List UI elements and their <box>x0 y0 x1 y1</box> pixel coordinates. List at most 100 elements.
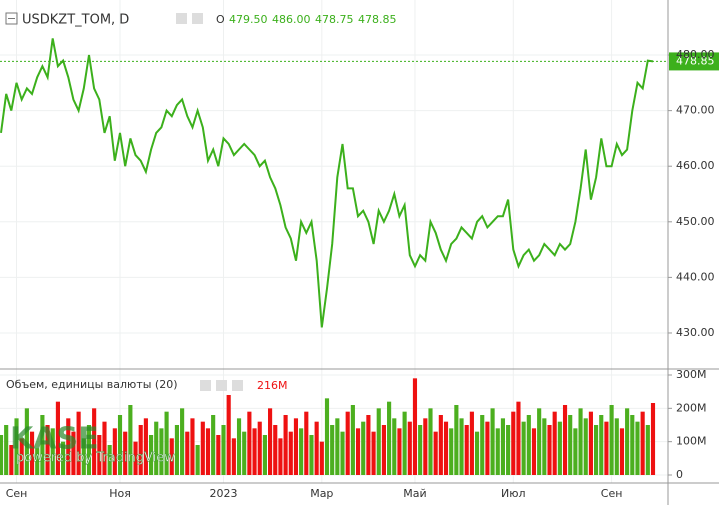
volume-bar <box>273 425 278 475</box>
volume-bar <box>330 425 335 475</box>
volume-bar <box>40 415 45 475</box>
volume-bar <box>174 425 180 475</box>
volume-bar <box>9 445 14 475</box>
volume-title: Объем, единицы валюты (20) <box>6 378 178 391</box>
volume-bar <box>4 425 9 475</box>
volume-bar <box>324 398 330 475</box>
watermark-brand: KASE <box>10 422 99 457</box>
volume-bar <box>138 425 143 475</box>
marks: 478.85 <box>0 38 719 475</box>
volume-bar <box>588 411 593 475</box>
volume-bar <box>392 418 397 475</box>
x-tick-label: Сен <box>6 487 28 500</box>
settings-icon[interactable] <box>216 380 227 391</box>
price-line <box>0 38 654 328</box>
volume-bar <box>645 425 650 475</box>
volume-bar <box>164 411 169 475</box>
eye-icon[interactable] <box>200 380 211 391</box>
volume-bar <box>480 415 485 475</box>
volume-bar <box>45 425 50 475</box>
volume-bar <box>133 441 138 475</box>
volume-bar <box>319 441 324 475</box>
x-tick-label: Сен <box>601 487 623 500</box>
volume-bar <box>630 415 635 475</box>
volume-bar <box>552 411 557 475</box>
volume-bar <box>278 438 283 475</box>
y-tick-label: 480.00 <box>676 48 715 61</box>
volume-last-label: 216M <box>257 379 288 392</box>
x-tick-label: Ноя <box>109 487 131 500</box>
volume-bar <box>650 403 656 475</box>
volume-bar <box>474 431 480 475</box>
collapse-icon[interactable] <box>5 12 18 25</box>
volume-bar <box>464 425 469 475</box>
volume-bar <box>506 425 511 475</box>
close-icon[interactable] <box>232 380 243 391</box>
y-tick-label: 460.00 <box>676 159 715 172</box>
volume-bar <box>500 418 506 475</box>
volume-bar <box>35 448 40 475</box>
volume-bar <box>14 418 19 475</box>
volume-bar <box>257 421 262 475</box>
symbol: USDKZT_TOM, D <box>22 13 129 28</box>
volume-bar <box>423 418 428 475</box>
volume-bar <box>309 435 314 475</box>
volume-bar <box>366 415 371 475</box>
y-tick-label: 100M <box>676 435 707 448</box>
volume-bar <box>640 411 645 475</box>
volume-bar <box>24 408 29 475</box>
volume-bar <box>361 421 366 475</box>
volume-bar <box>97 435 102 475</box>
volume-bar <box>433 431 438 475</box>
volume-bar <box>268 408 273 475</box>
eye-icon[interactable] <box>176 13 187 24</box>
volume-bar <box>454 405 459 475</box>
volume-bar <box>117 415 123 475</box>
volume-bar <box>609 405 614 475</box>
volume-bar <box>547 425 552 475</box>
volume-bar <box>180 408 185 475</box>
settings-icon[interactable] <box>192 13 203 24</box>
volume-bar <box>387 401 392 475</box>
volume-bar <box>619 428 625 475</box>
volume-bar <box>102 421 107 475</box>
close-value: 478.85 <box>358 13 397 26</box>
volume-bar <box>335 418 340 475</box>
volume-bar <box>71 431 76 475</box>
volume-bar <box>81 438 86 475</box>
volume-bar <box>438 415 443 475</box>
volume-bar <box>345 411 350 475</box>
volume-bar <box>350 405 355 475</box>
volume-bar <box>128 405 133 475</box>
volume-bar <box>371 431 376 475</box>
volume-bar <box>397 428 402 475</box>
volume-bar <box>0 435 4 475</box>
volume-bar <box>459 418 464 475</box>
volume-bar <box>112 428 117 475</box>
volume-bar <box>490 408 495 475</box>
x-tick-label: Мар <box>310 487 333 500</box>
volume-bar <box>542 418 547 475</box>
volume-bar <box>299 428 304 475</box>
volume-bar <box>531 428 537 475</box>
volume-bar <box>511 411 516 475</box>
volume-bar <box>428 408 433 475</box>
volume-bar <box>195 445 200 475</box>
volume-bar <box>516 401 521 475</box>
volume-bar <box>231 438 236 475</box>
volume-bar <box>221 425 226 475</box>
x-tick-label: Май <box>403 487 426 500</box>
volume-bar <box>469 411 474 475</box>
volume-bar <box>402 411 407 475</box>
y-tick-label: 430.00 <box>676 326 715 339</box>
volume-bar <box>262 435 267 475</box>
volume-bar <box>190 418 195 475</box>
volume-bar <box>293 418 299 475</box>
volume-bar <box>562 405 568 475</box>
volume-bar <box>236 418 242 475</box>
volume-bar <box>443 421 449 475</box>
volume-bar <box>604 421 609 475</box>
volume-bar <box>205 428 211 475</box>
open-value: 479.50 <box>229 13 268 26</box>
